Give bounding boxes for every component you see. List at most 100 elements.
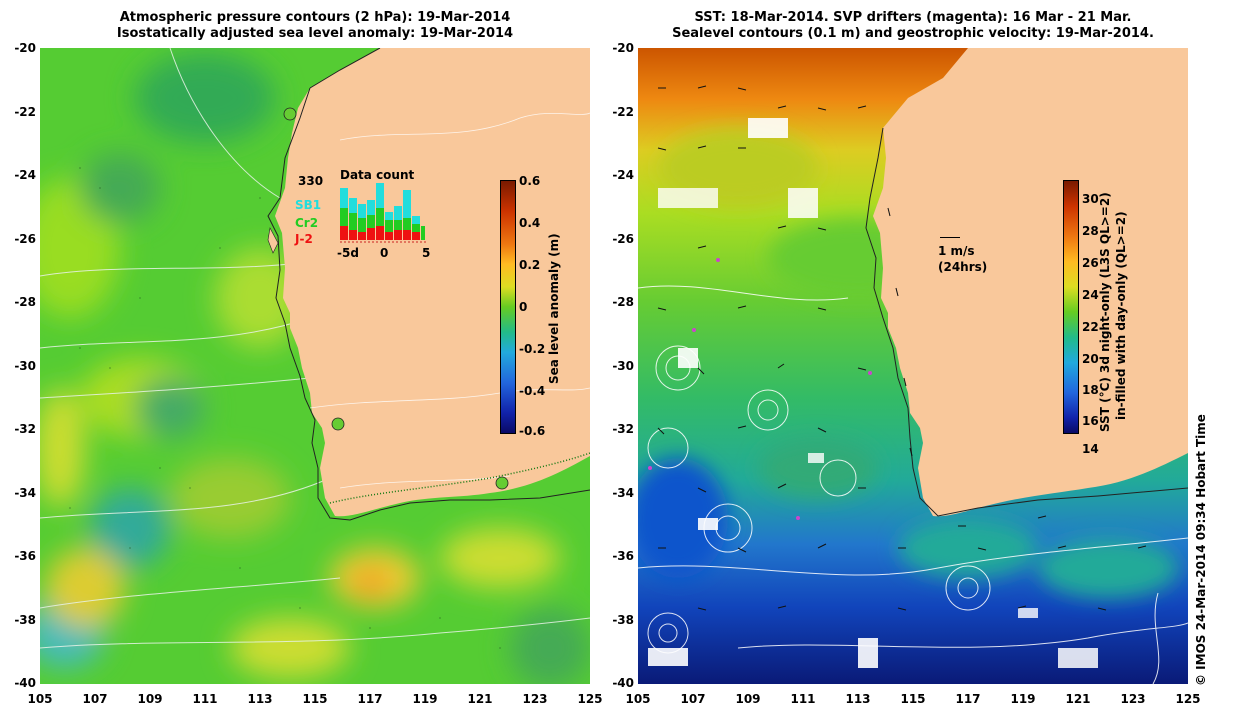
- right-title-line1: SST: 18-Mar-2014. SVP drifters (magenta)…: [694, 10, 1132, 25]
- right-cbar-tick: 18: [1082, 383, 1099, 397]
- left-south-edge: [329, 452, 590, 504]
- left-cbar-tick: 0: [519, 300, 528, 314]
- x-tick: 113: [845, 692, 871, 706]
- x-tick: 121: [467, 692, 493, 706]
- y-tick: -26: [14, 232, 36, 246]
- x-tick: 105: [625, 692, 651, 706]
- hist-bar: [421, 226, 425, 240]
- right-cbar-tick: 30: [1082, 192, 1099, 206]
- x-tick: 111: [790, 692, 816, 706]
- hist-tick-minus5: -5d: [337, 246, 359, 260]
- land-contours: [309, 112, 590, 489]
- hist-bar: [340, 226, 348, 240]
- x-tick: 111: [192, 692, 218, 706]
- velocity-vectors: [657, 85, 1147, 611]
- x-tick: 117: [357, 692, 383, 706]
- right-cbar-tick: 20: [1082, 352, 1099, 366]
- left-cbar-tick: 0.6: [519, 174, 541, 188]
- y-tick: -20: [612, 41, 634, 55]
- right-cbar-tick: 28: [1082, 224, 1099, 238]
- hist-bar: [394, 230, 402, 240]
- sealevel-contours: [638, 285, 1188, 684]
- right-title-line2: Sealevel contours (0.1 m) and geostrophi…: [672, 26, 1154, 41]
- left-cbar-tick: -0.6: [519, 424, 546, 438]
- legend-j2: J-2: [295, 232, 313, 246]
- tide-gauge-marker[interactable]: [495, 476, 509, 490]
- x-tick: 125: [577, 692, 603, 706]
- right-shelf-contour: [865, 127, 1188, 517]
- left-cbar-tick: 0.4: [519, 216, 541, 230]
- y-tick: -24: [612, 168, 634, 182]
- y-tick: -38: [612, 613, 634, 627]
- tide-gauge-marker[interactable]: [331, 417, 345, 431]
- left-cbar-tick: 0.2: [519, 258, 541, 272]
- hist-bar: [376, 226, 384, 240]
- right-title: SST: 18-Mar-2014. SVP drifters (magenta)…: [638, 10, 1188, 42]
- left-title: Atmospheric pressure contours (2 hPa): 1…: [40, 10, 590, 42]
- left-colorbar: [500, 180, 516, 434]
- x-tick: 113: [247, 692, 273, 706]
- tide-gauge-marker[interactable]: [283, 107, 297, 121]
- x-tick: 117: [955, 692, 981, 706]
- hist-bar: [367, 215, 375, 240]
- left-title-line1: Atmospheric pressure contours (2 hPa): 1…: [119, 10, 511, 25]
- hist-bar: [367, 228, 375, 240]
- velocity-scale-note: (24hrs): [938, 260, 988, 274]
- y-tick: -28: [14, 295, 36, 309]
- right-map-svg: [638, 48, 1188, 684]
- hist-bar: [358, 232, 366, 240]
- hist-bar: [358, 218, 366, 240]
- y-tick: -38: [14, 613, 36, 627]
- x-tick: 105: [27, 692, 53, 706]
- y-tick: -36: [14, 549, 36, 563]
- hist-bar: [376, 208, 384, 240]
- y-tick: -32: [14, 422, 36, 436]
- x-tick: 107: [680, 692, 706, 706]
- data-count-value: 330: [298, 174, 324, 188]
- right-cbar-tick: 26: [1082, 256, 1099, 270]
- right-cbar-tick: 22: [1082, 320, 1099, 334]
- right-cbar-tick: 16: [1082, 414, 1099, 428]
- legend-sb1: SB1: [295, 198, 322, 212]
- right-colorbar: [1063, 180, 1079, 434]
- hist-bar: [403, 230, 411, 240]
- right-cbar-tick: 24: [1082, 288, 1099, 302]
- left-island: [267, 227, 279, 254]
- x-tick: 123: [1120, 692, 1146, 706]
- data-count-title: Data count: [340, 168, 415, 182]
- x-tick: 121: [1065, 692, 1091, 706]
- legend-cr2: Cr2: [295, 216, 319, 230]
- hist-bar: [340, 208, 348, 240]
- right-map[interactable]: 1 m/s (24hrs): [638, 48, 1188, 684]
- hist-bar: [349, 213, 357, 240]
- hist-bar: [403, 218, 411, 240]
- left-shelf-contour: [267, 87, 590, 521]
- hist-bar: [385, 220, 393, 240]
- y-tick: -34: [612, 486, 634, 500]
- pressure-contours: [40, 48, 590, 649]
- y-tick: -40: [612, 676, 634, 690]
- data-count-histogram: [340, 183, 426, 243]
- x-tick: 109: [735, 692, 761, 706]
- x-tick: 115: [302, 692, 328, 706]
- left-cbar-tick: -0.4: [519, 384, 546, 398]
- hist-bar: [403, 190, 411, 240]
- y-tick: -40: [14, 676, 36, 690]
- y-tick: -32: [612, 422, 634, 436]
- x-tick: 119: [1010, 692, 1036, 706]
- hist-bar: [412, 232, 420, 240]
- svp-drifters: [648, 258, 872, 520]
- hist-tick-0: 0: [380, 246, 389, 260]
- y-tick: -34: [14, 486, 36, 500]
- x-tick: 125: [1175, 692, 1201, 706]
- y-tick: -20: [14, 41, 36, 55]
- right-colorbar-label-line1: SST (°C) 3d night-only (L3S QL>=2): [1098, 192, 1112, 432]
- sla-field: [40, 53, 590, 684]
- left-cbar-tick: -0.2: [519, 342, 546, 356]
- x-tick: 115: [900, 692, 926, 706]
- y-tick: -36: [612, 549, 634, 563]
- left-stipple: [69, 167, 501, 649]
- right-colorbar-label-line2: in-filled with day-only (QL>=2): [1114, 211, 1128, 420]
- y-tick: -28: [612, 295, 634, 309]
- right-cbar-tick: 14: [1082, 442, 1099, 456]
